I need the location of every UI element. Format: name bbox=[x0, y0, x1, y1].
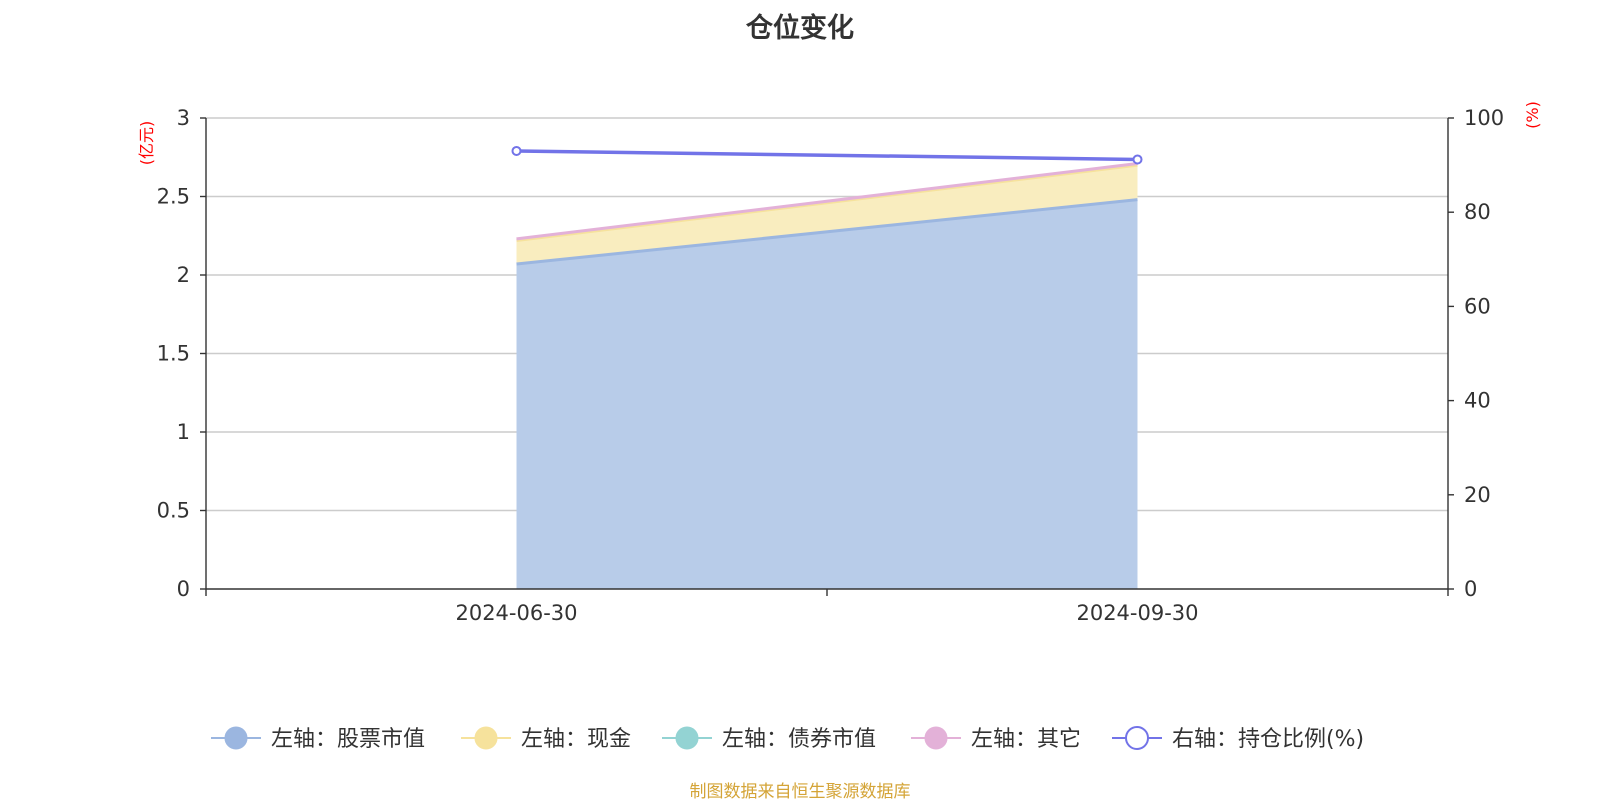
legend-marker bbox=[924, 726, 948, 750]
left-tick-label: 2.5 bbox=[157, 185, 190, 209]
left-tick-label: 3 bbox=[177, 106, 190, 130]
area-line-左轴：现金 bbox=[516, 163, 1138, 242]
chart-title: 仓位变化 bbox=[746, 13, 854, 44]
left-tick-label: 0 bbox=[177, 577, 190, 601]
left-tick-label: 2 bbox=[177, 263, 190, 287]
right-axis-unit: (%) bbox=[1523, 101, 1542, 129]
legend-item: 左轴：债券市值 bbox=[662, 726, 876, 752]
area-左轴：股票市值 bbox=[516, 199, 1138, 589]
left-axis-unit: (亿元) bbox=[137, 121, 156, 166]
legend-item: 左轴：股票市值 bbox=[211, 726, 425, 752]
line-point bbox=[511, 145, 522, 156]
x-tick-label: 2024-06-30 bbox=[455, 601, 577, 625]
right-tick-label: 80 bbox=[1464, 200, 1491, 224]
right-tick-label: 40 bbox=[1464, 389, 1491, 413]
right-tick-label: 0 bbox=[1464, 577, 1477, 601]
legend-item: 左轴：现金 bbox=[461, 726, 631, 752]
line-series bbox=[516, 149, 1138, 162]
line-point bbox=[1132, 154, 1143, 165]
left-tick-label: 0.5 bbox=[157, 499, 190, 523]
source-note: 制图数据来自恒生聚源数据库 bbox=[689, 782, 911, 800]
legend-marker bbox=[474, 726, 498, 750]
legend-item: 右轴：持仓比例(%) bbox=[1112, 726, 1364, 752]
legend-marker bbox=[675, 726, 699, 750]
legend-label: 左轴：债券市值 bbox=[722, 727, 876, 752]
right-tick-label: 100 bbox=[1464, 106, 1504, 130]
area-左轴：现金 bbox=[516, 165, 1138, 265]
x-tick-label: 2024-09-30 bbox=[1076, 601, 1198, 625]
legend-label: 右轴：持仓比例(%) bbox=[1172, 727, 1364, 752]
right-tick-label: 20 bbox=[1464, 483, 1491, 507]
legend-marker bbox=[1125, 726, 1149, 750]
right-tick-label: 60 bbox=[1464, 294, 1491, 318]
area-line-左轴：其它 bbox=[516, 162, 1138, 241]
legend-label: 左轴：股票市值 bbox=[271, 727, 425, 752]
area-line-左轴：股票市值 bbox=[516, 198, 1138, 266]
legend-marker bbox=[224, 726, 248, 750]
legend-label: 左轴：现金 bbox=[521, 727, 631, 752]
legend-label: 左轴：其它 bbox=[971, 727, 1081, 752]
legend-item: 左轴：其它 bbox=[911, 726, 1081, 752]
left-tick-label: 1.5 bbox=[157, 342, 190, 366]
left-tick-label: 1 bbox=[177, 420, 190, 444]
